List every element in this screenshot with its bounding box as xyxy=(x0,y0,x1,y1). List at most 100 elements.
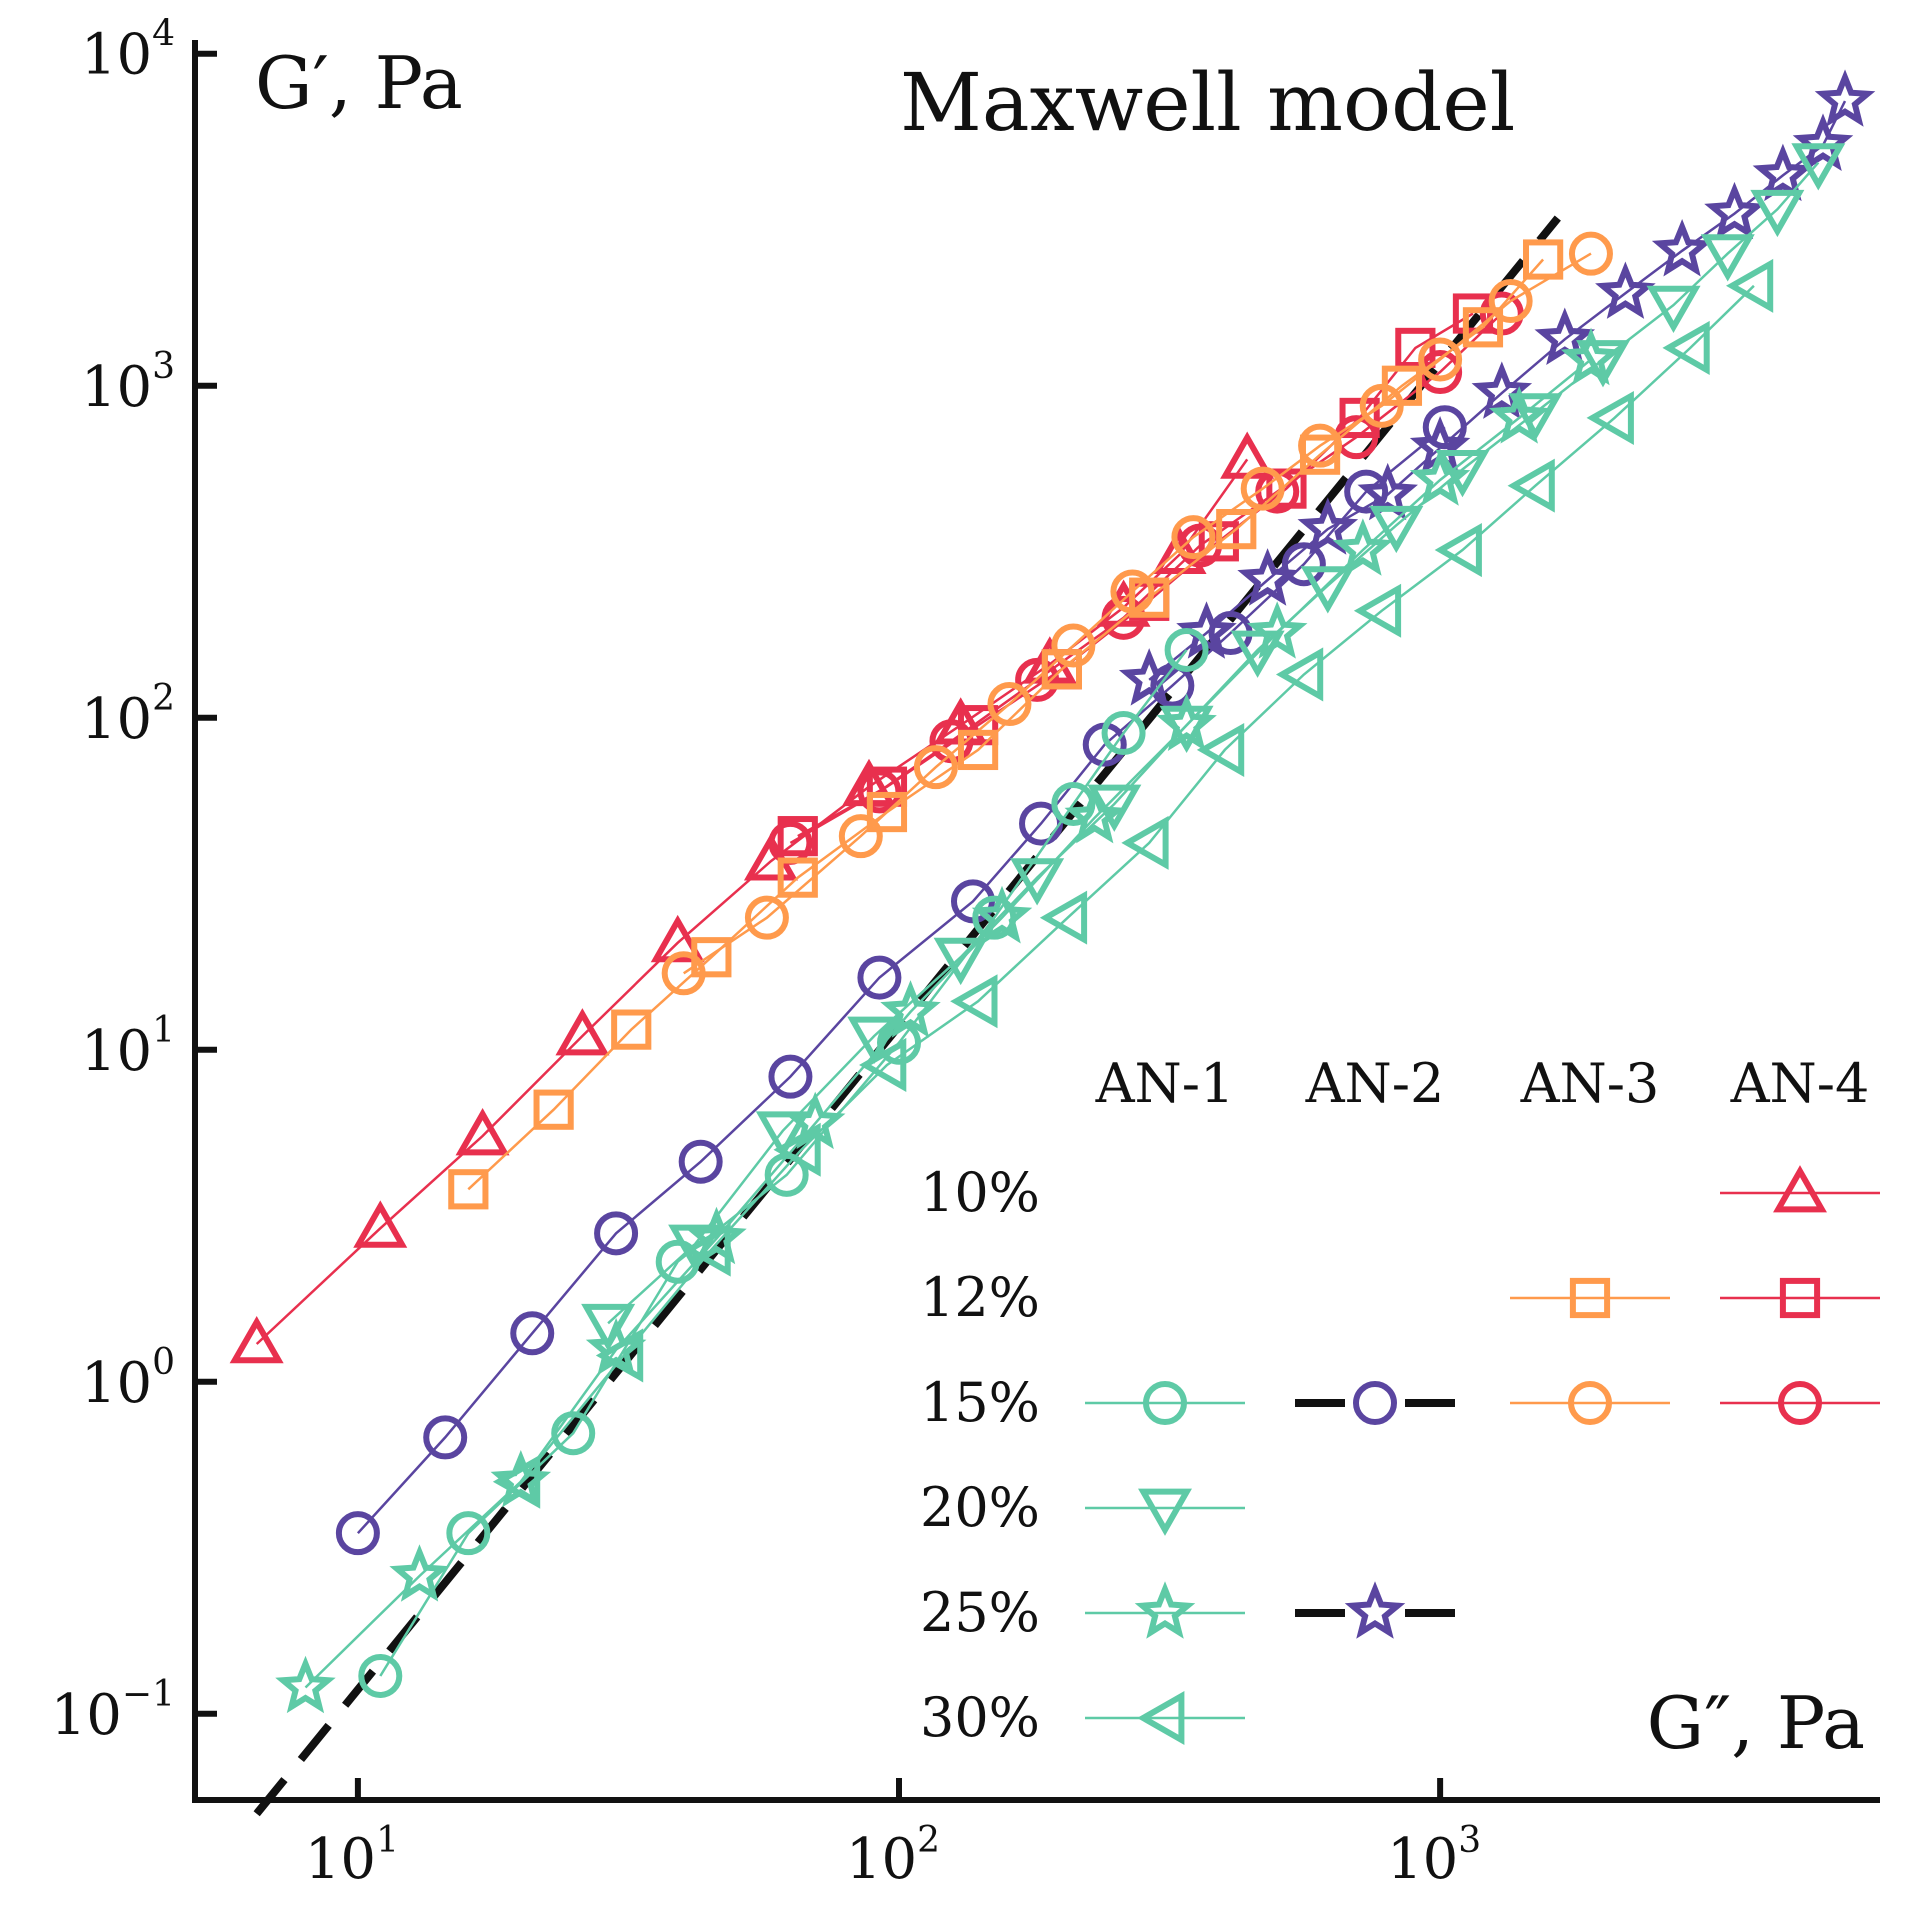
y-tick-label: 103 xyxy=(81,346,175,420)
legend-marker-star xyxy=(1344,1581,1406,1639)
y-tick-exponent: 0 xyxy=(152,1342,175,1383)
legend-row-12pct: 12% xyxy=(920,1266,1040,1329)
data-point-an-1-30pct-13 xyxy=(1507,458,1555,513)
series-line-an-1-30pct xyxy=(519,284,1755,1483)
data-point-an-3-15pct-6 xyxy=(1051,623,1096,668)
series-an-1-15pct xyxy=(358,627,1209,1698)
legend-marker-triangle-left xyxy=(1137,1691,1185,1745)
y-tick-exponent: 3 xyxy=(152,346,175,387)
data-point-an-1-15pct-3 xyxy=(551,1411,596,1456)
data-point-an-2-15pct-3 xyxy=(510,1311,555,1356)
data-point-an-2-25pct-3 xyxy=(1237,548,1298,606)
x-tick-exponent: 3 xyxy=(1458,1820,1481,1861)
legend-row-15pct: 15% xyxy=(920,1371,1040,1434)
data-point-an-4-15pct-2 xyxy=(857,769,902,814)
data-point-an-2-25pct-7 xyxy=(1471,361,1533,419)
data-point-an-2-15pct-6 xyxy=(768,1054,813,1099)
data-point-an-1-15pct-2 xyxy=(446,1511,491,1556)
data-point-an-1-25pct-9 xyxy=(1064,785,1125,844)
data-point-an-2-15pct-2 xyxy=(423,1415,468,1460)
data-point-an-1-25pct-15 xyxy=(1560,327,1622,386)
series-an-1-25pct xyxy=(275,327,1622,1714)
legend-entry-an-2-15pct xyxy=(1295,1381,1455,1425)
data-point-an-2-15pct-7 xyxy=(857,955,902,1000)
series-an-3-15pct xyxy=(661,231,1613,996)
legend-entry-an-4-15pct xyxy=(1720,1381,1880,1425)
data-point-an-1-20pct-5 xyxy=(933,937,988,986)
data-point-an-1-20pct-14 xyxy=(1576,340,1631,388)
legend-entry-an-1-15pct xyxy=(1085,1381,1245,1425)
data-point-an-2-25pct-4 xyxy=(1297,497,1359,555)
legend-column-an-1: AN-1 xyxy=(1095,1052,1235,1115)
data-point-an-1-30pct-9 xyxy=(1196,722,1245,777)
legend-row-20pct: 20% xyxy=(920,1476,1040,1539)
legend-column-an-3: AN-3 xyxy=(1520,1052,1660,1115)
data-point-an-1-30pct-16 xyxy=(1725,258,1774,313)
data-point-an-1-15pct-9 xyxy=(1101,710,1146,755)
y-tick-label: 100 xyxy=(81,1342,175,1416)
data-point-an-3-12pct-3 xyxy=(611,1009,652,1050)
y-tick-label: 10−1 xyxy=(51,1674,175,1748)
data-point-an-1-25pct-8 xyxy=(971,885,1033,944)
data-point-an-4-10pct-2 xyxy=(353,1200,408,1248)
data-point-an-3-12pct-14 xyxy=(1523,239,1564,280)
data-point-an-1-15pct-1 xyxy=(358,1653,403,1698)
data-point-an-1-25pct-4 xyxy=(585,1317,647,1376)
legend: AN-1 AN-2 AN-3 AN-4 10% 12% 15% 20% 25% 30% xyxy=(920,1052,1880,1749)
data-point-an-1-30pct-8 xyxy=(1121,815,1169,870)
data-point-an-3-12pct-8 xyxy=(1041,649,1082,690)
legend-row-10pct: 10% xyxy=(920,1161,1040,1224)
data-point-an-1-25pct-11 xyxy=(1246,601,1308,659)
data-point-an-1-20pct-10 xyxy=(1300,566,1355,614)
data-point-an-1-20pct-16 xyxy=(1700,234,1755,282)
data-point-an-3-15pct-13 xyxy=(1488,279,1533,324)
legend-entry-an-3-12pct xyxy=(1510,1277,1670,1319)
data-point-an-4-10pct-11 xyxy=(1152,526,1207,574)
data-point-an-1-30pct-5 xyxy=(859,1037,907,1092)
data-point-an-1-25pct-7 xyxy=(880,980,941,1038)
data-point-an-1-20pct-9 xyxy=(1230,630,1285,678)
data-point-an-3-12pct-1 xyxy=(448,1169,489,1210)
legend-marker-circle xyxy=(1568,1381,1612,1425)
data-point-an-4-15pct-4 xyxy=(1015,657,1060,702)
data-point-an-4-10pct-1 xyxy=(229,1316,284,1364)
x-tick-label: 102 xyxy=(846,1820,940,1892)
data-point-an-4-10pct-3 xyxy=(455,1108,510,1156)
data-point-an-3-15pct-5 xyxy=(987,682,1032,727)
data-point-an-4-12pct-1 xyxy=(777,816,818,857)
data-point-an-2-25pct-11 xyxy=(1704,181,1765,240)
data-point-an-4-12pct-9 xyxy=(1395,327,1436,369)
y-tick-exponent: 4 xyxy=(152,14,175,55)
data-point-an-1-20pct-3 xyxy=(755,1111,810,1159)
data-point-an-3-12pct-2 xyxy=(533,1089,574,1130)
x-tick-label: 103 xyxy=(1387,1820,1481,1892)
data-point-an-1-30pct-15 xyxy=(1662,320,1710,375)
series-layer xyxy=(229,69,1876,1817)
y-tick-exponent: 1 xyxy=(152,1010,175,1051)
y-tick-label: 101 xyxy=(81,1010,175,1084)
data-point-an-1-20pct-18 xyxy=(1791,143,1846,191)
data-point-an-4-10pct-5 xyxy=(650,914,705,963)
data-point-an-3-15pct-9 xyxy=(1240,466,1285,511)
data-point-an-2-15pct-1 xyxy=(335,1511,380,1556)
maxwell-model-line xyxy=(253,215,1561,1817)
series-line-an-1-25pct xyxy=(304,358,1592,1689)
data-point-an-1-25pct-2 xyxy=(389,1544,450,1602)
data-point-an-3-15pct-8 xyxy=(1171,515,1216,560)
data-point-an-2-15pct-5 xyxy=(678,1139,723,1184)
legend-entry-an-1-30pct xyxy=(1085,1691,1245,1745)
data-point-an-1-25pct-1 xyxy=(275,1655,336,1714)
data-point-an-1-25pct-13 xyxy=(1409,448,1471,506)
x-tick-exponent: 1 xyxy=(376,1820,399,1861)
legend-marker-triangle-down xyxy=(1138,1488,1192,1536)
data-point-an-1-30pct-1 xyxy=(492,1454,541,1509)
data-point-an-2-15pct-14 xyxy=(1344,469,1389,514)
data-point-an-2-25pct-9 xyxy=(1595,261,1656,319)
data-point-an-1-30pct-2 xyxy=(595,1328,644,1383)
y-tick-exponent: −1 xyxy=(122,1674,175,1715)
data-point-an-1-30pct-6 xyxy=(950,974,998,1029)
data-point-an-1-30pct-12 xyxy=(1434,523,1482,578)
data-point-an-1-20pct-13 xyxy=(1508,393,1563,441)
